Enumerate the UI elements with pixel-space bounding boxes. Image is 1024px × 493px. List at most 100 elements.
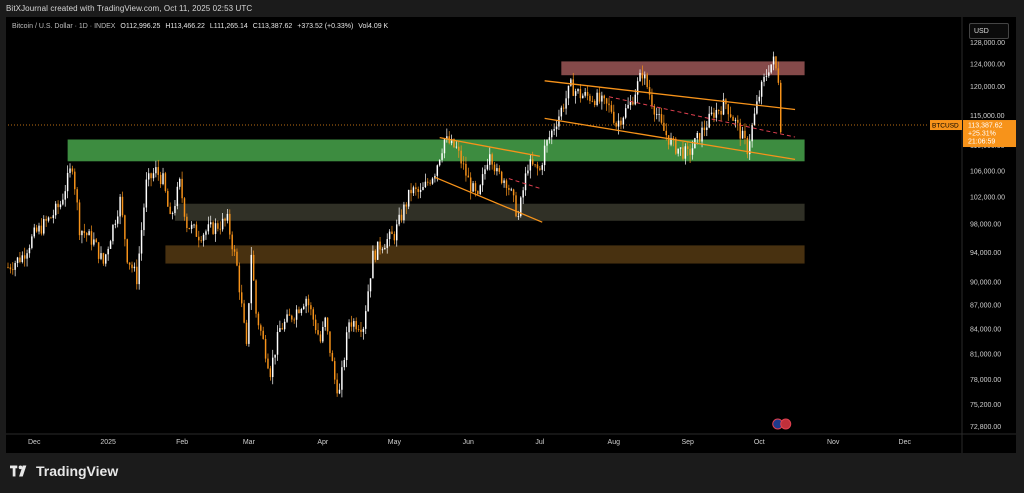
candle-body <box>529 159 532 171</box>
time-tick-label: Jun <box>463 439 474 446</box>
symbol-tag-text: BTCUSD <box>932 123 959 130</box>
candle-body <box>274 354 276 358</box>
candle-body <box>262 330 264 339</box>
candle-body <box>357 329 360 331</box>
candle-body <box>405 204 408 207</box>
candle-body <box>312 309 315 320</box>
chart-panel[interactable] <box>6 17 1016 453</box>
candle-body <box>255 280 257 314</box>
candle-body <box>748 141 751 155</box>
channel-lower-1[interactable] <box>434 176 543 223</box>
candle-body <box>496 168 498 172</box>
candle-body <box>331 352 334 362</box>
candle-body <box>353 321 355 327</box>
attribution-header: BitXJournal created with TradingView.com… <box>6 4 253 13</box>
candle-body <box>50 217 52 219</box>
channel-mid-2[interactable] <box>608 96 796 138</box>
price-tick-label: 72,800.00 <box>970 424 1001 431</box>
symbol-legend: Bitcoin / U.S. Dollar · 1D · INDEX O112,… <box>12 23 391 30</box>
price-tick-label: 81,000.00 <box>970 351 1001 358</box>
zone-gray[interactable] <box>174 203 805 221</box>
candle-body <box>582 95 584 99</box>
candle-body <box>85 233 88 236</box>
channel-upper-1[interactable] <box>439 137 540 157</box>
brand-footer[interactable]: TradingView <box>10 463 118 479</box>
candle-body <box>434 175 436 179</box>
candle-body <box>12 269 14 271</box>
candle-body <box>388 231 391 240</box>
candle-body <box>565 98 567 109</box>
candle-body <box>412 187 415 194</box>
zone-brown[interactable] <box>165 245 805 264</box>
candle-body <box>558 116 560 127</box>
candle-body <box>481 174 484 186</box>
candle-body <box>28 247 31 254</box>
candle-body <box>458 146 460 151</box>
brand-name: TradingView <box>36 463 119 479</box>
candle-body <box>198 236 200 241</box>
candle-body <box>329 331 331 353</box>
candle-body <box>64 191 66 200</box>
candle-body <box>734 119 737 121</box>
candle-body <box>717 109 720 111</box>
candle-body <box>675 138 677 154</box>
candle-body <box>424 181 427 188</box>
candle-body <box>624 108 627 118</box>
candle-body <box>90 231 93 245</box>
channel-upper-2[interactable] <box>544 80 796 111</box>
price-tag-change: +25.31% <box>968 131 996 138</box>
candle-body <box>655 114 658 116</box>
candle-body <box>393 234 396 241</box>
candle-body <box>505 180 508 189</box>
candle-body <box>128 262 131 265</box>
candle-body <box>114 223 117 225</box>
candle-body <box>653 106 656 115</box>
candle-body <box>713 112 715 118</box>
candle-body <box>9 267 12 270</box>
candle-body <box>341 367 343 390</box>
candle-body <box>639 72 641 82</box>
candle-body <box>57 203 59 208</box>
resistance-zone-red[interactable] <box>561 61 805 76</box>
candle-body <box>484 169 486 175</box>
support-zone-green[interactable] <box>67 139 805 162</box>
candle-body <box>23 255 26 259</box>
currency-button[interactable]: USD <box>969 23 1009 39</box>
candle-body <box>178 178 181 187</box>
candle-body <box>136 266 138 285</box>
close-value: C113,387.62 <box>252 23 293 30</box>
candle-body <box>105 254 107 264</box>
candle-body <box>443 139 446 154</box>
candle-body <box>553 129 555 131</box>
candle-body <box>269 368 272 378</box>
candle-body <box>47 217 50 221</box>
candle-body <box>183 198 186 217</box>
candle-body <box>632 101 634 105</box>
candle-body <box>551 130 553 138</box>
candle-body <box>224 218 226 221</box>
candle-body <box>162 173 164 185</box>
candle-body <box>512 189 515 196</box>
candle-body <box>157 167 159 175</box>
candle-body <box>589 95 591 101</box>
channel-lower-2[interactable] <box>544 117 796 161</box>
candle-body <box>283 321 286 330</box>
candle-body <box>727 104 730 115</box>
candle-body <box>171 213 174 214</box>
candle-body <box>14 263 16 270</box>
candle-body <box>601 95 603 102</box>
candle-body <box>462 163 465 165</box>
candle-body <box>181 178 183 199</box>
candle-body <box>438 159 441 166</box>
candle-body <box>503 180 505 183</box>
candle-body <box>276 331 279 355</box>
candle-body <box>367 291 369 312</box>
candle-body <box>7 267 9 269</box>
channel-mid-1[interactable] <box>508 178 543 190</box>
candle-body <box>317 330 319 335</box>
candle-body <box>677 148 679 154</box>
candle-body <box>574 91 577 96</box>
flag-icon[interactable] <box>780 418 792 430</box>
